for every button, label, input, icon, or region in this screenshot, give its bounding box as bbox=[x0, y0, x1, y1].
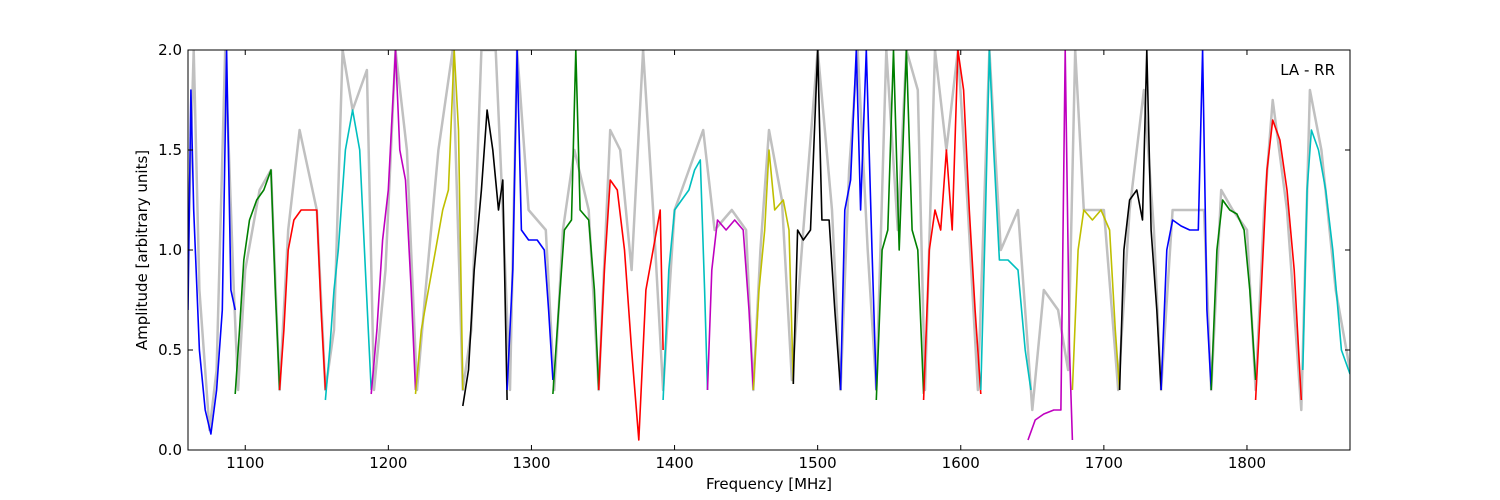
series-line-25 bbox=[1302, 129, 1350, 375]
series-line-19 bbox=[1027, 50, 1074, 441]
y-tick-label: 2.0 bbox=[158, 41, 182, 59]
x-tick-label: 1100 bbox=[226, 454, 264, 472]
series-line-10 bbox=[597, 179, 664, 441]
series-line-22 bbox=[1160, 50, 1212, 391]
series-line-16 bbox=[875, 50, 925, 401]
series-line-3 bbox=[278, 209, 327, 391]
x-axis-label: Frequency [MHz] bbox=[706, 475, 832, 493]
plot-series-layer bbox=[188, 50, 1350, 441]
x-tick-label: 1300 bbox=[512, 454, 550, 472]
series-line-2 bbox=[234, 169, 281, 395]
series-line-9 bbox=[552, 50, 600, 395]
y-tick-label: 1.5 bbox=[158, 141, 182, 159]
series-line-15 bbox=[839, 50, 878, 391]
y-tick-label: 0.5 bbox=[158, 341, 182, 359]
plot-annotation: LA - RR bbox=[1280, 61, 1335, 79]
series-line-20 bbox=[1071, 209, 1121, 391]
series-line-8 bbox=[506, 50, 554, 391]
series-line-21 bbox=[1118, 50, 1162, 391]
series-line-6 bbox=[414, 50, 464, 395]
y-axis-label: Amplitude [arbitrary units] bbox=[133, 150, 151, 350]
x-tick-label: 1500 bbox=[799, 454, 837, 472]
series-line-14 bbox=[792, 50, 842, 391]
x-tick-label: 1700 bbox=[1085, 454, 1123, 472]
series-line-1 bbox=[188, 50, 236, 435]
series-line-18 bbox=[980, 50, 1032, 391]
x-tick-label: 1200 bbox=[369, 454, 407, 472]
series-line-5 bbox=[370, 50, 417, 395]
series-line-17 bbox=[922, 50, 982, 401]
series-line-4 bbox=[324, 109, 372, 401]
x-tick-label: 1800 bbox=[1228, 454, 1266, 472]
series-line-13 bbox=[752, 149, 795, 391]
x-tick-label: 1600 bbox=[942, 454, 980, 472]
series-line-23 bbox=[1210, 199, 1257, 391]
series-line-24 bbox=[1254, 119, 1303, 401]
series-line-11 bbox=[662, 159, 709, 401]
y-tick-label: 0.0 bbox=[158, 441, 182, 459]
series-line-12 bbox=[706, 219, 755, 391]
y-tick-label: 1.0 bbox=[158, 241, 182, 259]
x-tick-label: 1400 bbox=[655, 454, 693, 472]
axis-ticks: 1100 1200 1300 1400 1500 1600 1700 1800 0.0 0.5 1.… bbox=[158, 41, 1350, 472]
series-line-7 bbox=[462, 109, 508, 407]
